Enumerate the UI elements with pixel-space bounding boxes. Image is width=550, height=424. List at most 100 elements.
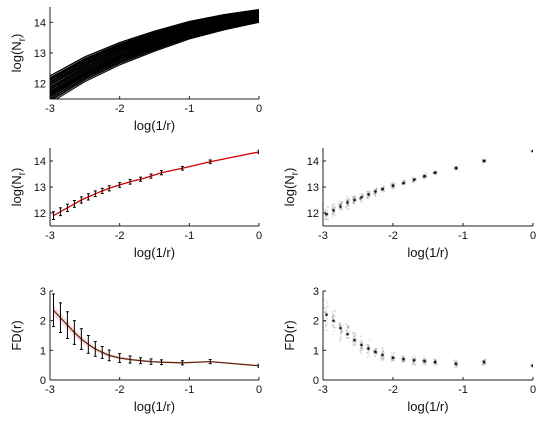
data-point (456, 165, 459, 168)
data-point-center (391, 356, 395, 360)
data-point (401, 355, 404, 358)
data-point (382, 359, 385, 361)
data-point (359, 341, 361, 344)
data-point-center (391, 184, 395, 187)
data-point (338, 200, 341, 203)
data-point (347, 326, 350, 328)
data-point (353, 202, 355, 205)
data-point-center (353, 198, 356, 202)
data-point (339, 324, 342, 326)
data-point-center (433, 360, 437, 364)
data-point (455, 366, 458, 369)
data-point (432, 358, 435, 361)
data-point (338, 203, 341, 206)
y-tick-label: 12 (34, 208, 46, 220)
data-point (333, 202, 336, 205)
data-point (338, 338, 341, 341)
data-point (341, 200, 344, 203)
data-point (339, 322, 342, 325)
data-point (348, 324, 350, 327)
data-point (359, 198, 362, 200)
data-point (484, 362, 487, 365)
data-point (331, 310, 334, 313)
data-point (422, 358, 425, 361)
data-point (367, 346, 370, 348)
mean-line (53, 151, 259, 217)
data-point (533, 151, 535, 153)
data-point (334, 321, 336, 324)
y-axis-label-end: ) (9, 168, 24, 172)
x-axis-label: log(1/r) (134, 399, 175, 414)
data-point (352, 340, 354, 343)
data-point (338, 323, 341, 325)
series-line (50, 8, 259, 77)
data-point (421, 360, 424, 363)
data-point-center (412, 359, 416, 362)
data-point (338, 207, 341, 210)
data-point-center (339, 205, 342, 208)
data-point (382, 358, 385, 361)
data-point (423, 178, 426, 180)
data-point (352, 337, 354, 340)
data-point-center (402, 357, 405, 361)
data-point (533, 365, 535, 367)
data-point (367, 345, 369, 348)
data-point (382, 185, 385, 188)
data-point (332, 325, 335, 327)
data-point (353, 201, 356, 204)
data-point (366, 190, 368, 193)
y-axis-label-end: ) (282, 168, 297, 172)
data-point (532, 151, 533, 154)
data-point (341, 330, 343, 333)
data-point (402, 355, 405, 357)
data-point (344, 206, 347, 209)
data-point (339, 323, 342, 326)
data-point (352, 336, 355, 339)
x-axis-label: log(1/r) (407, 399, 448, 414)
data-point (340, 202, 343, 205)
data-point (332, 323, 335, 326)
data-point-center (531, 364, 533, 368)
data-point (373, 349, 376, 352)
data-point (434, 359, 437, 362)
data-point (393, 358, 396, 361)
data-point (324, 311, 327, 314)
data-point (366, 196, 368, 199)
data-point (374, 347, 377, 350)
data-point (412, 361, 414, 364)
data-point (323, 212, 326, 214)
data-point (324, 216, 327, 218)
data-point (390, 184, 393, 187)
data-point (366, 191, 369, 193)
y-tick-label: 13 (307, 182, 319, 194)
data-point (375, 187, 378, 189)
y-tick-label: 1 (40, 345, 46, 357)
data-point (339, 338, 341, 341)
data-point (412, 362, 415, 365)
data-point (534, 151, 536, 153)
data-point (435, 359, 438, 362)
data-point (456, 364, 459, 366)
data-point (351, 331, 354, 334)
data-point (340, 207, 342, 210)
data-point-center (482, 360, 486, 364)
data-point (352, 345, 355, 347)
data-point (339, 324, 342, 327)
data-point (403, 179, 406, 182)
data-point (432, 173, 435, 175)
data-point (333, 330, 336, 333)
data-point (345, 336, 348, 339)
data-point (359, 198, 362, 201)
data-point (358, 196, 361, 199)
data-point (332, 204, 335, 207)
data-point (347, 204, 349, 207)
data-point-center (332, 319, 335, 322)
data-point (533, 364, 535, 366)
data-point (332, 315, 335, 318)
data-point (375, 188, 378, 191)
data-point (433, 358, 436, 361)
data-point-center (412, 178, 416, 182)
y-axis-label: log(Nr) (9, 168, 28, 207)
data-point (333, 206, 336, 209)
data-point (481, 158, 484, 161)
